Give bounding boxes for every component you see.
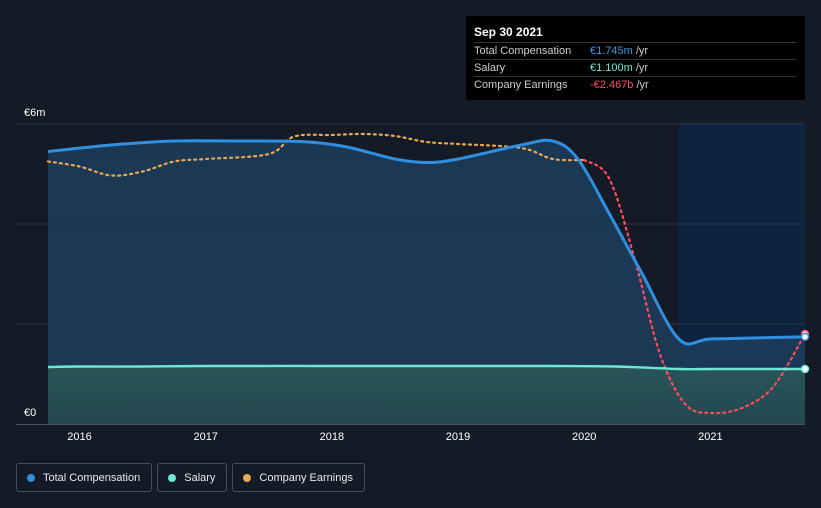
tooltip-value: -€2.467b	[590, 79, 634, 91]
legend-item-company-earnings[interactable]: Company Earnings	[232, 463, 365, 492]
tooltip-label: Total Compensation	[474, 45, 572, 57]
tooltip-value: €1.745m	[590, 45, 633, 57]
legend-dot-icon	[168, 473, 177, 482]
legend-dot-icon	[27, 473, 35, 482]
y-axis-top-label: €6m	[24, 107, 45, 119]
salary-end-marker	[800, 364, 810, 374]
tooltip-label: Salary	[474, 62, 506, 74]
salary-area	[48, 365, 805, 424]
tooltip-value: €1.100m	[590, 62, 633, 74]
total-compensation-area	[48, 140, 805, 425]
salary-line	[47, 364, 805, 371]
tooltip-label: Company Earnings	[474, 79, 568, 91]
total-compensation-end-marker	[800, 332, 810, 341]
legend-label: Total Compensation	[43, 471, 141, 484]
tooltip-row-salary: Salary €1.100m /yr	[474, 59, 797, 76]
tooltip-row-total: Total Compensation €1.745m /yr	[474, 42, 797, 59]
total-compensation-line	[47, 138, 806, 346]
legend-dot-icon	[243, 473, 252, 482]
x-tick-label: 2020	[572, 431, 596, 443]
tooltip-unit: /yr	[635, 45, 649, 57]
legend-label: Salary	[184, 471, 216, 484]
x-tick-label: 2017	[193, 431, 217, 443]
x-tick-label: 2016	[67, 431, 91, 443]
tooltip-date: Sep 30 2021	[474, 25, 543, 39]
company-earnings-negative-line	[583, 158, 807, 415]
legend-label: Company Earnings	[259, 471, 353, 484]
company-earnings-line	[46, 132, 586, 177]
chart-legend: Total Compensation Salary Company Earnin…	[16, 463, 370, 492]
tooltip-row-earnings: Company Earnings -€2.467b /yr	[474, 76, 797, 93]
tooltip-panel: Sep 30 2021 Total Compensation €1.745m /…	[466, 16, 805, 100]
axes: 2016 2017 2018 2019 2020 2021	[16, 424, 805, 443]
x-tick-label: 2021	[698, 431, 722, 443]
areas	[48, 140, 805, 425]
y-axis-bottom-label: €0	[24, 407, 36, 419]
series-lines	[46, 132, 810, 415]
legend-item-total-compensation[interactable]: Total Compensation	[16, 463, 153, 492]
legend-item-salary[interactable]: Salary	[157, 463, 228, 492]
x-tick-label: 2019	[446, 431, 470, 443]
x-tick-label: 2018	[320, 431, 344, 443]
tooltip-unit: /yr	[636, 79, 649, 91]
tooltip-unit: /yr	[635, 62, 649, 74]
